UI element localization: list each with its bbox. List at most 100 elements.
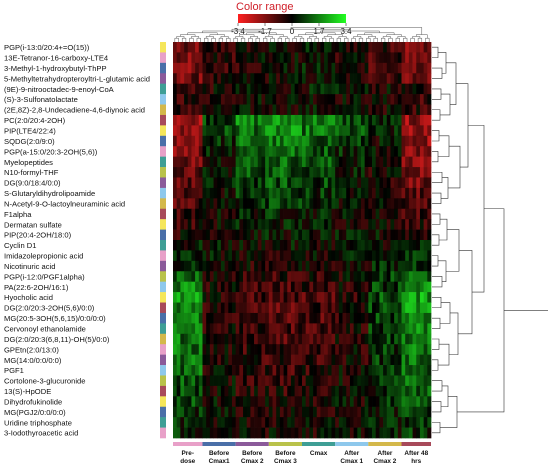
heatmap-cell [394, 396, 399, 408]
heatmap-cell [224, 198, 229, 210]
heatmap-cell [254, 260, 259, 272]
heatmap-cell [246, 354, 251, 366]
heatmap-cell [202, 375, 207, 387]
heatmap-cell [254, 344, 259, 355]
heatmap-cell [335, 250, 340, 262]
heatmap-cell [239, 187, 244, 199]
heatmap-cell [386, 312, 391, 324]
heatmap-cell [206, 177, 211, 189]
heatmap-cell [357, 83, 362, 95]
heatmap-cell [327, 187, 332, 199]
heatmap-cell [327, 219, 332, 230]
heatmap-cell [220, 52, 225, 64]
heatmap-cell [173, 302, 178, 314]
heatmap-cell [305, 104, 310, 116]
row-label: S-Glutaryldihydrolipoamide [4, 189, 95, 198]
heatmap-cell [246, 187, 251, 199]
heatmap-cell [349, 240, 354, 251]
heatmap-cell [397, 344, 402, 355]
heatmap-cell [298, 240, 303, 251]
heatmap-cell [276, 73, 281, 85]
heatmap-cell [423, 375, 428, 387]
heatmap-cell [383, 42, 388, 53]
heatmap-cell [250, 271, 255, 283]
heatmap-cell [228, 219, 233, 230]
colorbar-tick-label: 1.7 [313, 27, 325, 36]
heatmap-cell [342, 198, 347, 210]
row-color-marker [160, 73, 166, 84]
heatmap-cell [217, 219, 222, 230]
heatmap-cell [224, 250, 229, 262]
heatmap-cell [346, 292, 351, 303]
heatmap-cell [394, 302, 399, 314]
heatmap-cell [349, 104, 354, 116]
heatmap-cell [294, 219, 299, 230]
heatmap-cell [239, 292, 244, 303]
heatmap-cell [372, 146, 377, 157]
heatmap-cell [383, 271, 388, 283]
heatmap-cell [261, 94, 266, 105]
heatmap-cell [173, 208, 178, 220]
heatmap-cell [316, 167, 321, 178]
heatmap-cell [187, 240, 192, 251]
heatmap-cell [320, 385, 325, 397]
heatmap-cell [327, 406, 332, 418]
heatmap-cell [368, 187, 373, 199]
heatmap-cell [320, 167, 325, 178]
heatmap-cell [427, 52, 432, 64]
heatmap-cell [265, 375, 270, 387]
heatmap-cell [335, 375, 340, 387]
heatmap-cell [257, 83, 262, 95]
row-color-marker [160, 177, 166, 189]
heatmap-cell [327, 323, 332, 335]
heatmap-cell [331, 292, 336, 303]
heatmap-cell [250, 427, 255, 439]
heatmap-cell [287, 292, 292, 303]
heatmap-cell [173, 125, 178, 137]
heatmap-cell [298, 104, 303, 116]
column-dendrogram [174, 27, 430, 42]
heatmap-cell [416, 146, 421, 157]
heatmap-cell [324, 302, 329, 314]
heatmap-cell [405, 427, 410, 439]
heatmap-cell [335, 125, 340, 137]
heatmap-cell [313, 271, 318, 283]
heatmap-cell [394, 73, 399, 85]
heatmap-cell [408, 187, 413, 199]
heatmap-cell [246, 240, 251, 251]
heatmap-cell [412, 396, 417, 408]
heatmap-cell [176, 312, 181, 324]
heatmap-cell [250, 281, 255, 293]
heatmap-cell [268, 260, 273, 272]
heatmap-cell [390, 156, 395, 168]
heatmap-cell [316, 260, 321, 272]
heatmap-cell [313, 260, 318, 272]
heatmap-cell [394, 62, 399, 74]
heatmap-cell [220, 240, 225, 251]
heatmap-cell [231, 167, 237, 178]
heatmap-cell [305, 312, 310, 324]
heatmap-cell [209, 219, 214, 230]
heatmap-cell [235, 333, 240, 345]
heatmap-cell [290, 104, 295, 116]
heatmap-cell [228, 177, 233, 189]
heatmap-cell [379, 83, 384, 95]
row-label: PGP(a-15:0/20:3-2OH(5,6)) [4, 147, 98, 156]
heatmap-cell [349, 333, 354, 345]
heatmap-cell [364, 323, 369, 335]
heatmap-cell [220, 427, 225, 439]
heatmap-cell [401, 344, 406, 355]
heatmap-cell [246, 427, 251, 439]
heatmap-cell [265, 208, 270, 220]
heatmap-cell [394, 323, 399, 335]
row-color-marker [160, 208, 166, 220]
heatmap-cell [360, 427, 366, 439]
heatmap-cell [390, 365, 395, 376]
heatmap-cell [349, 167, 354, 178]
heatmap-cell [390, 427, 395, 439]
heatmap-cell [412, 135, 417, 147]
row-label: 13E-Tetranor-16-carboxy-LTE4 [4, 54, 108, 63]
heatmap-cell [298, 146, 303, 157]
heatmap-cell [320, 333, 325, 345]
heatmap-cell [272, 229, 277, 241]
